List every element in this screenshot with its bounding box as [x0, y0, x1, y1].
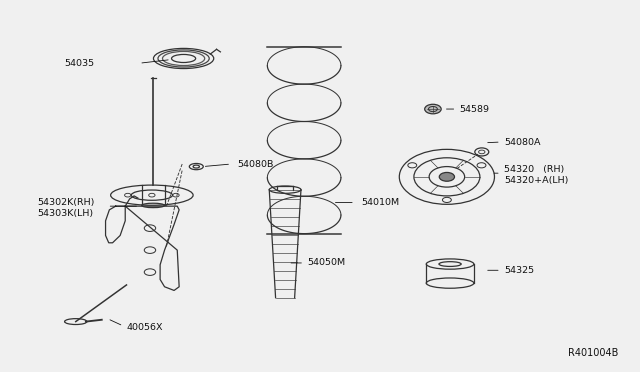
- Text: 54302K(RH)
54303K(LH): 54302K(RH) 54303K(LH): [38, 198, 95, 218]
- Text: 54080A: 54080A: [504, 138, 541, 147]
- Text: 54589: 54589: [460, 105, 490, 113]
- Text: 54050M: 54050M: [307, 259, 346, 267]
- Text: 54035: 54035: [65, 59, 95, 68]
- Text: 54010M: 54010M: [361, 198, 399, 207]
- Text: 40056X: 40056X: [127, 323, 163, 331]
- Text: 54325: 54325: [504, 266, 534, 275]
- Text: 54080B: 54080B: [237, 160, 274, 169]
- Circle shape: [439, 173, 454, 181]
- Circle shape: [425, 104, 441, 114]
- Text: 54320   (RH)
54320+A(LH): 54320 (RH) 54320+A(LH): [504, 165, 568, 185]
- Text: R401004B: R401004B: [568, 348, 618, 358]
